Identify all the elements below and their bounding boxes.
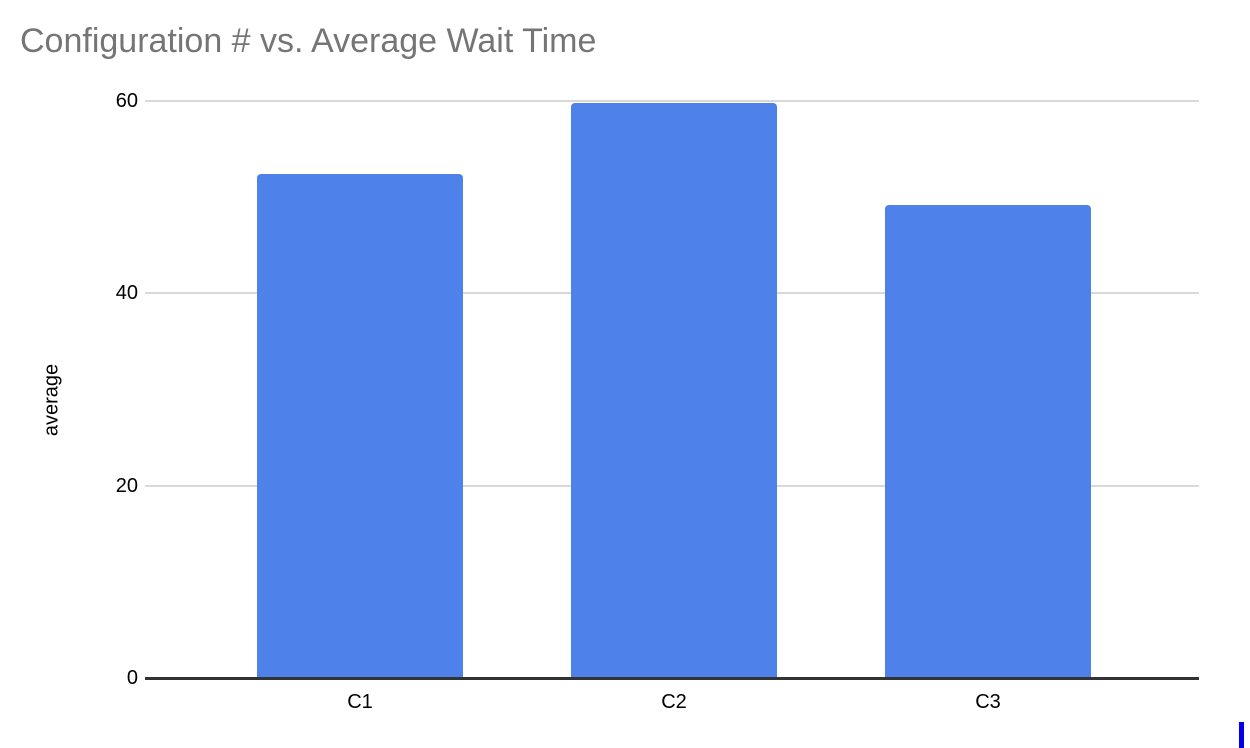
y-axis-title: average [40, 363, 63, 437]
bar-c3[interactable] [885, 204, 1091, 677]
y-tick-label: 20 [115, 474, 138, 497]
x-axis-line [145, 677, 1199, 680]
gridline [145, 100, 1199, 102]
y-tick-label: 60 [115, 90, 138, 112]
y-tick-label: 40 [115, 282, 138, 305]
y-tick-label: 0 [126, 667, 138, 689]
x-tick-label: C3 [975, 691, 1001, 713]
bar-c1[interactable] [257, 174, 463, 677]
bar-c2[interactable] [571, 102, 777, 677]
chart-title: Configuration # vs. Average Wait Time [20, 22, 597, 60]
x-tick-label: C1 [347, 691, 373, 713]
x-tick-label: C2 [661, 691, 687, 713]
text-cursor [1239, 722, 1244, 748]
